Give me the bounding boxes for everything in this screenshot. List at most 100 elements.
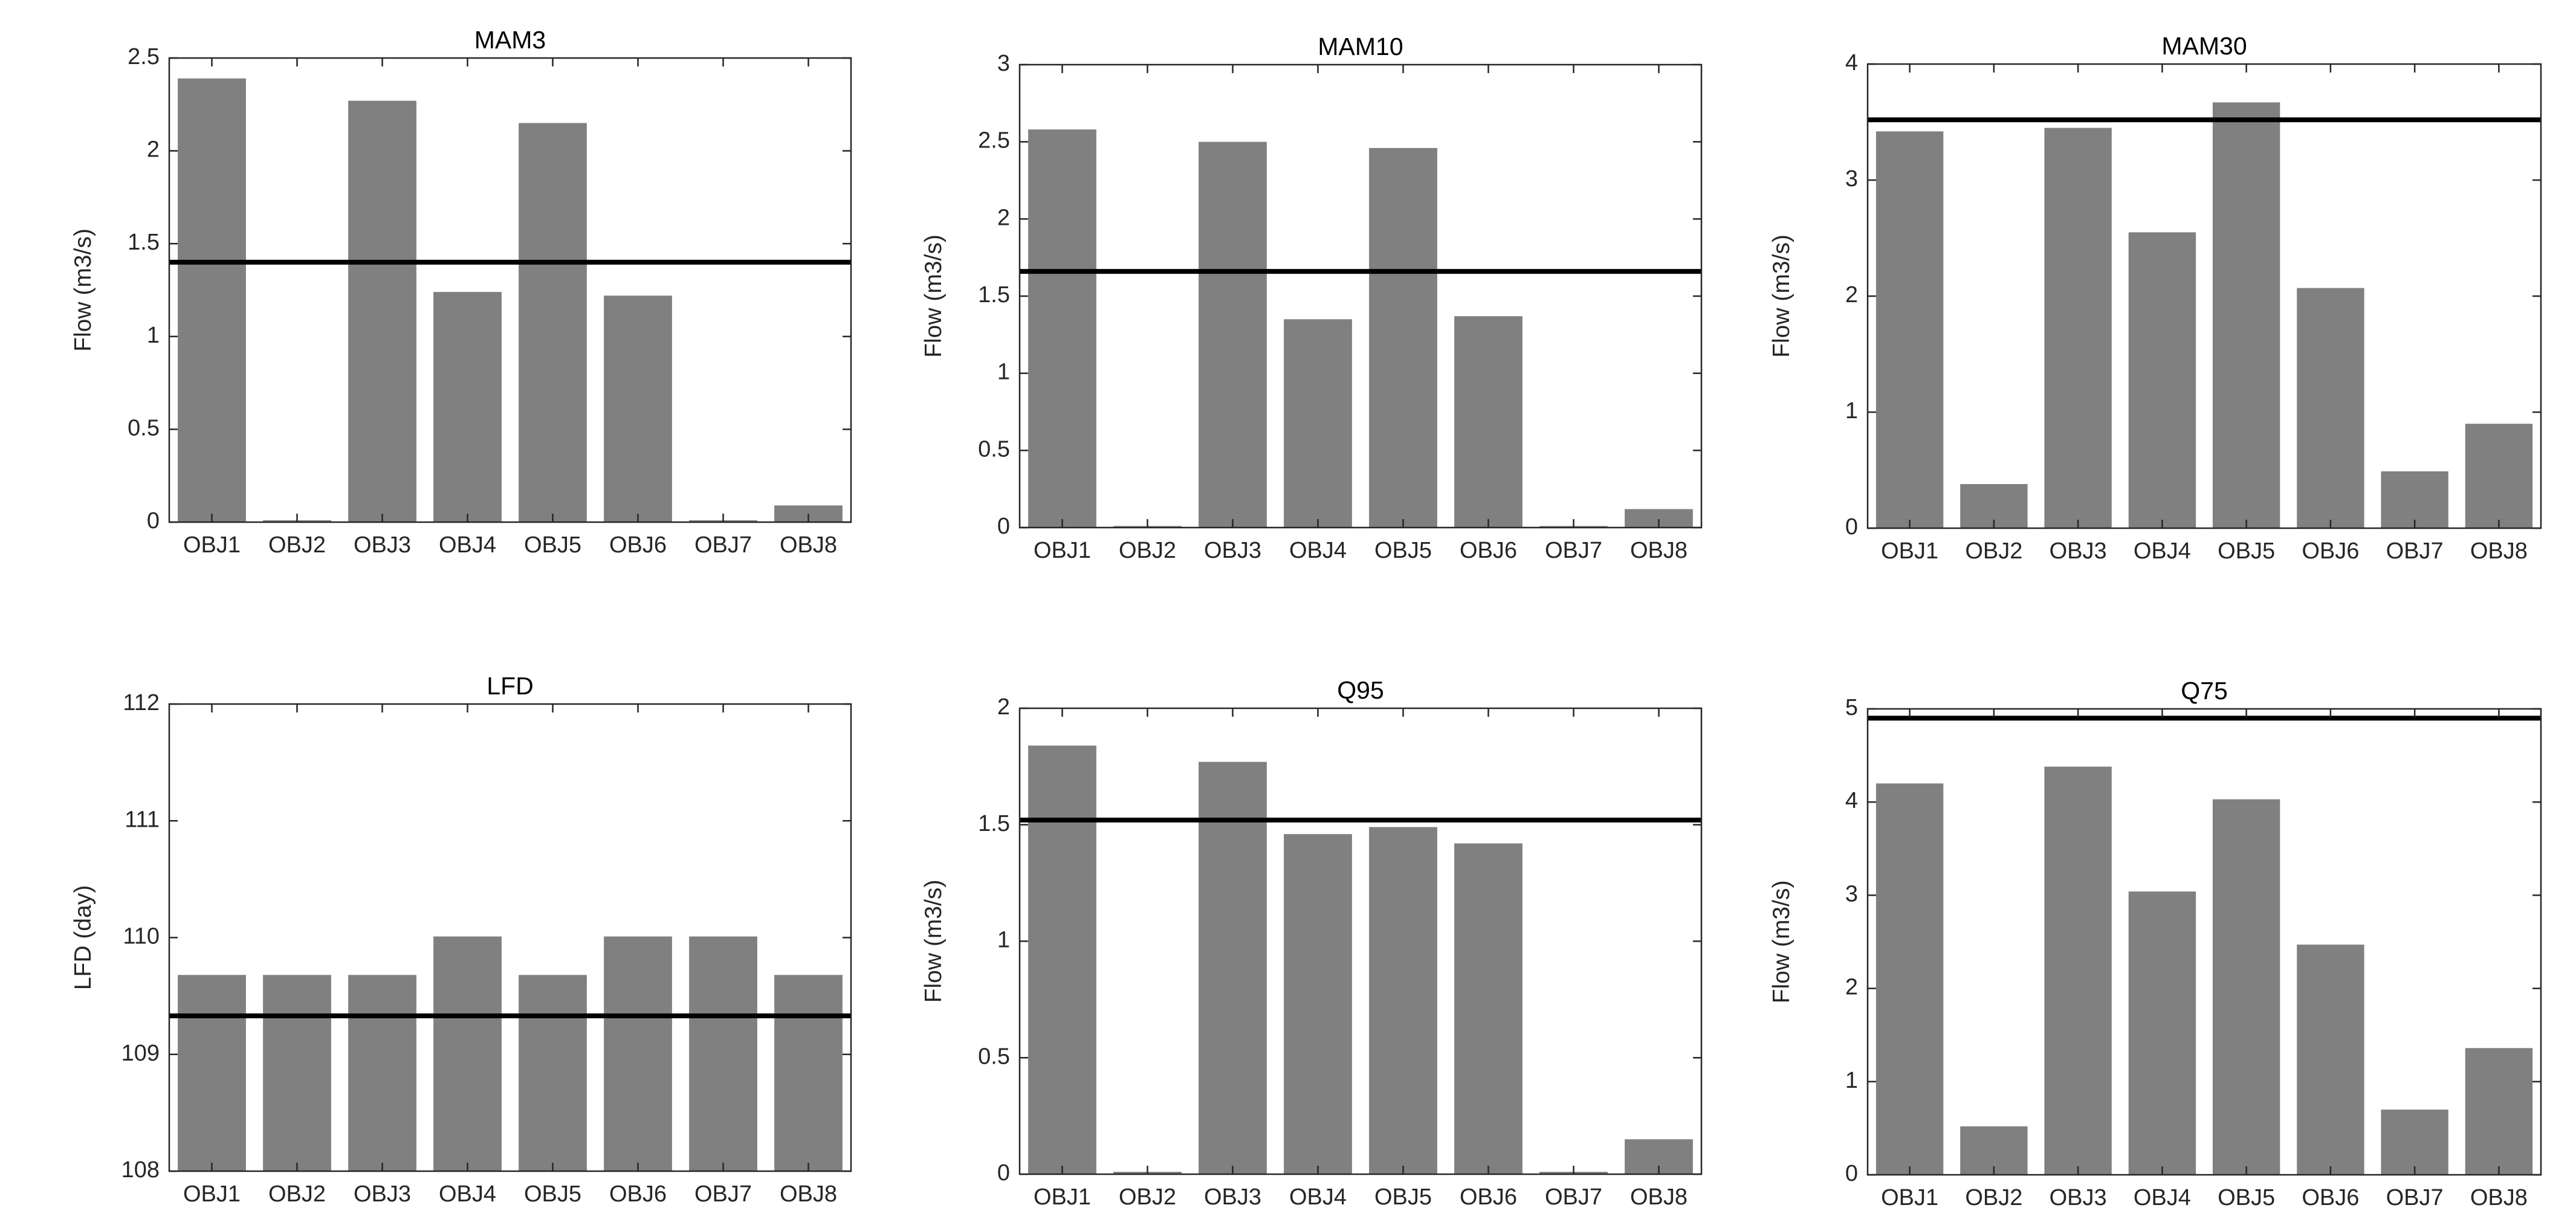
y-tick-label: 1 <box>147 323 160 348</box>
y-tick-label: 1 <box>1845 1068 1858 1093</box>
x-tick-label: OBJ8 <box>780 1181 837 1207</box>
y-tick-label: 110 <box>123 924 160 949</box>
y-axis-label: LFD (day) <box>70 885 96 990</box>
bar-obj4 <box>1284 319 1352 528</box>
y-tick-label: 2 <box>1845 282 1858 308</box>
bar-obj6 <box>2297 945 2364 1175</box>
x-tick-label: OBJ6 <box>609 532 667 558</box>
chart-panel-lfd: 108 109 110 111 112 OBJ1 OBJ2 OBJ3 OBJ4 OBJ5 OBJ6 O… <box>70 672 852 1207</box>
chart-panel-mam10: 0 0.5 1 1.5 2 2.5 3 OBJ1 OBJ2 OBJ3 OBJ4 OBJ5 OBJ6 OBJ… <box>921 33 1703 563</box>
x-tick-label: OBJ4 <box>1289 1184 1347 1210</box>
y-tick-label: 111 <box>125 807 160 832</box>
x-tick-label: OBJ7 <box>2386 538 2444 564</box>
x-tick-label: OBJ1 <box>183 1181 241 1207</box>
y-axis-label: Flow (m3/s) <box>70 228 96 352</box>
bar-obj4 <box>433 936 502 1171</box>
x-tick-label: OBJ5 <box>1374 1184 1432 1210</box>
bar-obj4 <box>2128 232 2196 528</box>
y-tick-label: 0 <box>1845 514 1858 540</box>
y-axis-label: Flow (m3/s) <box>921 234 947 358</box>
x-tick-label: OBJ5 <box>1374 538 1432 563</box>
bar-obj5 <box>519 123 587 522</box>
bar-obj1 <box>1875 131 1944 528</box>
axes-box <box>1866 63 2542 529</box>
chart-panel-q95: 0 0.5 1 1.5 2 OBJ1 OBJ2 OBJ3 OBJ4 OBJ5 OBJ6 OBJ7 OBJ… <box>921 676 1703 1210</box>
y-tick-label: 0.5 <box>978 436 1010 462</box>
axes-box <box>1018 63 1703 529</box>
y-axis-label: Flow (m3/s) <box>921 880 947 1003</box>
y-tick-label: 3 <box>1845 166 1858 192</box>
x-tick-label: OBJ7 <box>1545 538 1602 563</box>
x-tick-label: OBJ7 <box>694 532 752 558</box>
bar-obj6 <box>1454 843 1523 1174</box>
x-tick-label: OBJ6 <box>1460 538 1517 563</box>
y-axis-label: Flow (m3/s) <box>1769 880 1794 1004</box>
y-tick-label: 0.5 <box>128 415 160 441</box>
y-tick-label: 4 <box>1845 50 1858 76</box>
bar-obj8 <box>774 975 843 1171</box>
y-tick-label: 2 <box>1845 975 1858 1000</box>
bar-obj3 <box>1199 761 1267 1174</box>
y-tick-label: 1 <box>1845 398 1858 424</box>
bar-obj4 <box>2128 891 2196 1175</box>
bar-obj1 <box>1875 783 1944 1175</box>
bar-obj1 <box>1028 129 1096 528</box>
bar-obj3 <box>2044 766 2112 1175</box>
bar-obj1 <box>1028 745 1096 1174</box>
x-tick-label: OBJ8 <box>780 532 837 558</box>
bar-obj6 <box>2297 288 2364 528</box>
axes-box <box>1018 707 1703 1175</box>
x-tick-label: OBJ1 <box>1881 1185 1938 1210</box>
chart-title: Q75 <box>2181 677 2228 705</box>
chart-title: Q95 <box>1337 676 1384 704</box>
bar-obj7 <box>2381 471 2448 528</box>
x-tick-label: OBJ8 <box>2470 538 2528 564</box>
x-tick-label: OBJ2 <box>1965 538 2022 564</box>
x-tick-label: OBJ2 <box>268 1181 326 1207</box>
y-tick-label: 1 <box>997 928 1010 953</box>
bar-obj3 <box>348 975 416 1171</box>
y-tick-label: 4 <box>1845 788 1858 813</box>
x-tick-label: OBJ8 <box>1630 1184 1688 1210</box>
x-tick-label: OBJ7 <box>694 1181 752 1207</box>
bar-obj5 <box>1369 147 1437 528</box>
x-tick-label: OBJ3 <box>2050 538 2107 564</box>
y-tick-label: 1.5 <box>978 811 1010 836</box>
axes-box <box>1866 708 2542 1176</box>
y-tick-label: 2.5 <box>978 128 1010 153</box>
x-tick-label: OBJ2 <box>1119 538 1176 563</box>
chart-panel-mam30: 0 1 2 3 4 OBJ1 OBJ2 OBJ3 OBJ4 OBJ5 OBJ6 OBJ7 OBJ8 MAM… <box>1769 32 2542 564</box>
x-tick-label: OBJ6 <box>2302 538 2359 564</box>
x-tick-label: OBJ5 <box>524 532 581 558</box>
y-tick-label: 2.5 <box>128 44 160 69</box>
chart-title: MAM10 <box>1318 33 1403 60</box>
y-tick-label: 3 <box>1845 881 1858 906</box>
y-tick-label: 108 <box>121 1157 160 1183</box>
x-tick-label: OBJ6 <box>609 1181 667 1207</box>
x-tick-label: OBJ4 <box>2134 538 2191 564</box>
bar-obj7 <box>689 936 757 1171</box>
bar-obj1 <box>178 78 246 523</box>
bar-obj5 <box>1369 827 1437 1174</box>
x-tick-label: OBJ8 <box>1630 538 1688 563</box>
x-tick-label: OBJ6 <box>1460 1184 1517 1210</box>
chart-title: MAM30 <box>2161 32 2247 60</box>
bar-obj2 <box>263 975 331 1171</box>
x-tick-label: OBJ5 <box>524 1181 581 1207</box>
y-tick-label: 0 <box>997 1160 1010 1186</box>
bar-obj5 <box>2212 799 2280 1175</box>
y-tick-label: 2 <box>997 205 1010 230</box>
bar-obj5 <box>2212 102 2280 528</box>
x-tick-label: OBJ1 <box>183 532 241 558</box>
x-tick-label: OBJ6 <box>2302 1185 2359 1210</box>
x-tick-label: OBJ3 <box>2050 1185 2107 1210</box>
bar-obj5 <box>519 975 587 1171</box>
y-tick-label: 1 <box>997 360 1010 385</box>
bar-obj7 <box>2381 1110 2448 1175</box>
y-tick-label: 3 <box>997 51 1010 76</box>
bar-obj6 <box>604 296 672 522</box>
bar-obj1 <box>178 975 246 1171</box>
x-tick-label: OBJ2 <box>268 532 326 558</box>
bar-obj4 <box>433 292 502 522</box>
